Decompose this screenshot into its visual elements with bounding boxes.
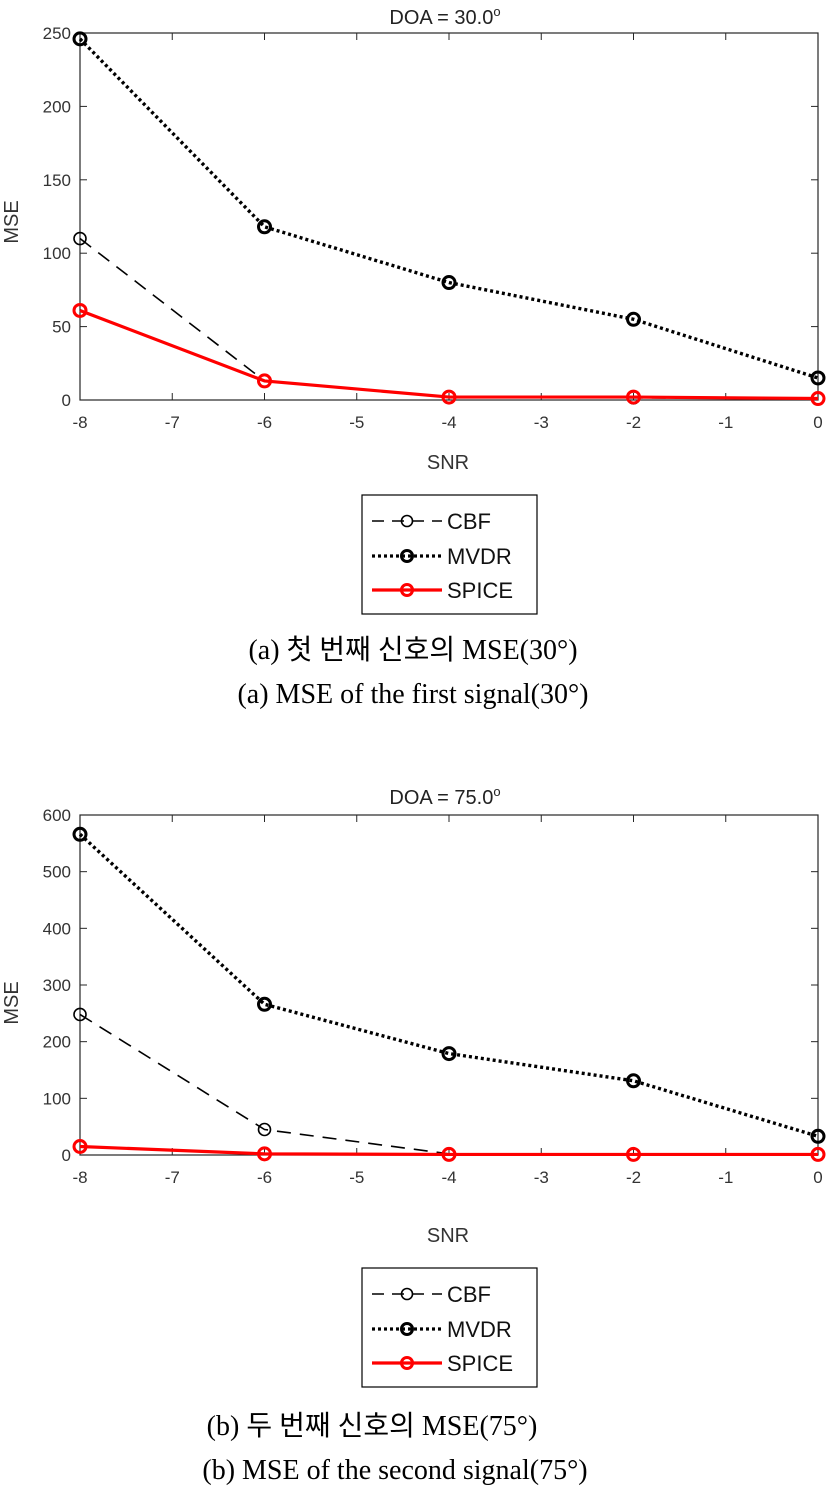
chart-a-series-mvdr-point bbox=[72, 31, 88, 47]
chart-a-series-mvdr-point bbox=[441, 275, 457, 291]
chart-b-legend-spice-marker bbox=[400, 1356, 414, 1370]
chart-b-series-spice-point bbox=[257, 1146, 272, 1162]
chart-b-ytick-label: 0 bbox=[62, 1146, 71, 1165]
chart-b-xlabel: SNR bbox=[427, 1225, 469, 1247]
chart-b-xtick-label: -1 bbox=[718, 1168, 733, 1187]
chart-b-legend-mvdr-marker bbox=[400, 1322, 414, 1336]
chart-a-ytick-label: 50 bbox=[52, 318, 71, 337]
chart-b-ytick-label: 300 bbox=[43, 976, 71, 995]
chart-a-series-spice-point bbox=[72, 302, 88, 318]
chart-a-caption-english: (a) MSE of the first signal(30°) bbox=[237, 679, 588, 710]
chart-a-xtick-label: 0 bbox=[813, 413, 822, 432]
chart-a-title: DOA = 30.0o bbox=[389, 4, 500, 29]
chart-a-xtick-label: -5 bbox=[349, 413, 364, 432]
chart-b-series-mvdr-point bbox=[626, 1073, 641, 1089]
chart-b-legend-cbf-marker bbox=[400, 1287, 414, 1301]
chart-a-xtick-label: -3 bbox=[534, 413, 549, 432]
chart-a-ytick-label: 100 bbox=[43, 244, 71, 263]
chart-a-ytick-label: 250 bbox=[43, 24, 71, 43]
chart-a-xtick-label: -6 bbox=[257, 413, 272, 432]
chart-b-ytick-label: 200 bbox=[43, 1033, 71, 1052]
chart-b-xtick-label: -8 bbox=[72, 1168, 87, 1187]
chart-b-series-spice-point bbox=[72, 1139, 88, 1154]
chart-a-legend-mvdr-marker bbox=[400, 549, 414, 563]
chart-b-xtick-label: -7 bbox=[165, 1168, 180, 1187]
chart-a-series-mvdr-point bbox=[626, 311, 641, 327]
chart-b-series-spice-point bbox=[441, 1146, 457, 1162]
chart-b-legend: CBF MVDR SPICE bbox=[361, 1267, 538, 1388]
chart-a-series-mvdr-line bbox=[78, 37, 819, 380]
chart-a-series-mvdr-point bbox=[257, 219, 272, 235]
chart-b-ytick-label: 400 bbox=[43, 919, 71, 938]
chart-b-series-mvdr-point bbox=[810, 1128, 826, 1144]
chart-b-title: DOA = 75.0o bbox=[389, 784, 500, 809]
chart-b-caption-english: (b) MSE of the second signal(75°) bbox=[202, 1455, 587, 1486]
chart-b-series-spice-point bbox=[810, 1146, 826, 1162]
chart-b-legend-spice-label: SPICE bbox=[447, 1351, 513, 1376]
chart-a: DOA = 30.0o SNR MSE (a) 첫 번째 신호의 MSE(30°… bbox=[1, 4, 826, 710]
chart-b-series-mvdr-point bbox=[72, 826, 88, 842]
chart-b: DOA = 75.0o SNR MSE (b) 두 번째 신호의 MSE(75°… bbox=[1, 784, 826, 1486]
chart-a-ytick-label: 0 bbox=[62, 391, 71, 410]
chart-b-xtick-label: -2 bbox=[626, 1168, 641, 1187]
chart-a-legend-cbf-marker bbox=[400, 514, 414, 528]
chart-a-series-spice-line bbox=[79, 308, 819, 401]
chart-a-legend-mvdr-label: MVDR bbox=[447, 544, 512, 569]
chart-b-ytick-label: 500 bbox=[43, 863, 71, 882]
chart-a-legend: CBF MVDR SPICE bbox=[361, 494, 538, 615]
chart-a-legend-spice-label: SPICE bbox=[447, 578, 513, 603]
chart-a-xtick-label: -8 bbox=[72, 413, 87, 432]
chart-b-plot-frame bbox=[79, 814, 819, 1156]
chart-a-legend-spice-marker bbox=[400, 583, 414, 597]
chart-b-series-spice-point bbox=[626, 1146, 641, 1162]
chart-b-series-mvdr-line bbox=[78, 833, 819, 1138]
chart-a-xtick-label: -7 bbox=[165, 413, 180, 432]
chart-a-series-spice-point bbox=[441, 389, 457, 405]
chart-b-xtick-label: -6 bbox=[257, 1168, 272, 1187]
chart-a-xtick-label: -1 bbox=[718, 413, 733, 432]
chart-b-ytick-label: 600 bbox=[43, 806, 71, 825]
chart-b-xtick-label: -4 bbox=[441, 1168, 456, 1187]
chart-a-ytick-label: 200 bbox=[43, 97, 71, 116]
chart-b-xtick-label: 0 bbox=[813, 1168, 822, 1187]
chart-a-caption-korean: (a) 첫 번째 신호의 MSE(30°) bbox=[248, 635, 577, 666]
chart-a-series-spice-point bbox=[257, 373, 272, 389]
chart-b-series-mvdr-point bbox=[257, 996, 272, 1012]
chart-a-series-spice-point bbox=[626, 389, 641, 405]
chart-b-series-cbf-point bbox=[73, 1007, 87, 1022]
chart-a-series-spice-point bbox=[810, 391, 826, 407]
chart-a-xlabel: SNR bbox=[427, 452, 469, 474]
chart-a-legend-cbf-label: CBF bbox=[447, 509, 491, 534]
chart-b-caption-korean: (b) 두 번째 신호의 MSE(75°) bbox=[207, 1411, 538, 1442]
chart-b-legend-mvdr-label: MVDR bbox=[447, 1317, 512, 1342]
chart-a-series-mvdr-point bbox=[810, 370, 826, 386]
chart-b-series-cbf-point bbox=[257, 1122, 272, 1137]
chart-b-xtick-label: -5 bbox=[349, 1168, 364, 1187]
chart-b-series-mvdr-point bbox=[441, 1046, 457, 1062]
chart-b-legend-cbf-label: CBF bbox=[447, 1282, 491, 1307]
chart-a-series-cbf-point bbox=[73, 231, 87, 246]
chart-b-ytick-label: 100 bbox=[43, 1089, 71, 1108]
chart-a-ylabel: MSE bbox=[1, 200, 23, 243]
chart-a-ytick-label: 150 bbox=[43, 171, 71, 190]
chart-b-ylabel: MSE bbox=[1, 981, 23, 1024]
chart-b-series-spice-line bbox=[79, 1144, 818, 1157]
chart-b-xtick-label: -3 bbox=[534, 1168, 549, 1187]
chart-a-plot-frame bbox=[79, 32, 819, 401]
chart-a-xtick-label: -2 bbox=[626, 413, 641, 432]
chart-a-xtick-label: -4 bbox=[441, 413, 456, 432]
